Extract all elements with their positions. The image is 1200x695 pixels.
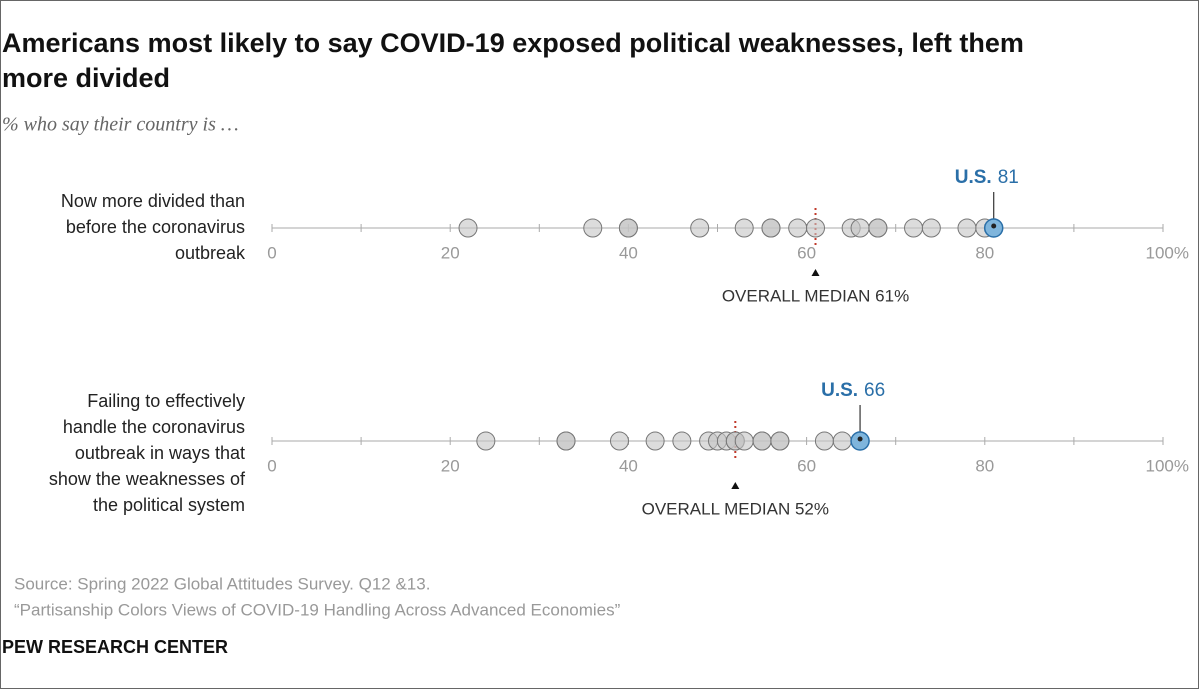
country-dot — [690, 218, 710, 238]
x-tick-label: 80 — [975, 456, 994, 475]
subtitle: % who say their country is … — [2, 114, 239, 136]
country-dot — [734, 218, 754, 238]
x-tick-label: 20 — [441, 456, 460, 475]
row-label: Now more divided than — [61, 191, 245, 211]
country-dot — [806, 218, 826, 238]
median-marker — [811, 269, 820, 276]
x-tick-label: 60 — [797, 456, 816, 475]
country-dot — [556, 431, 576, 451]
row-label: outbreak — [175, 243, 246, 263]
highlight-name: U.S. — [955, 167, 992, 188]
note: “Partisanship Colors Views of COVID-19 H… — [14, 600, 621, 619]
country-dot — [645, 431, 665, 451]
median-label: OVERALL MEDIAN 52% — [642, 499, 829, 518]
source: Source: Spring 2022 Global Attitudes Sur… — [14, 574, 430, 593]
country-dot — [957, 218, 977, 238]
highlight-value: 81 — [998, 167, 1019, 188]
country-dot — [761, 218, 781, 238]
x-tick-label: 100% — [1146, 456, 1189, 475]
country-dot — [770, 431, 790, 451]
x-tick-label: 100% — [1146, 243, 1189, 262]
title-line: more divided — [2, 63, 170, 93]
x-tick-label: 60 — [797, 243, 816, 262]
title-line: Americans most likely to say COVID-19 ex… — [2, 28, 1024, 58]
brand: PEW RESEARCH CENTER — [2, 637, 228, 657]
x-tick-label: 80 — [975, 243, 994, 262]
x-tick-label: 40 — [619, 456, 638, 475]
row-label: Failing to effectively — [87, 391, 245, 411]
row-label: the political system — [93, 495, 245, 515]
country-dot — [476, 431, 496, 451]
country-dot — [868, 218, 888, 238]
row-label: before the coronavirus — [66, 217, 245, 237]
country-dot — [583, 218, 603, 238]
country-dot — [832, 431, 852, 451]
x-tick-label: 40 — [619, 243, 638, 262]
x-tick-label: 0 — [267, 456, 276, 475]
country-dot — [904, 218, 924, 238]
country-dot — [921, 218, 941, 238]
x-tick-label: 0 — [267, 243, 276, 262]
country-dot — [672, 431, 692, 451]
row-label: outbreak in ways that — [75, 443, 245, 463]
row-label: show the weaknesses of — [49, 469, 246, 489]
country-dot — [788, 218, 808, 238]
country-dot — [752, 431, 772, 451]
leader-end — [991, 223, 997, 229]
median-marker — [731, 482, 740, 489]
median-label: OVERALL MEDIAN 61% — [722, 286, 909, 305]
x-tick-label: 20 — [441, 243, 460, 262]
country-dot — [850, 218, 870, 238]
country-dot — [814, 431, 834, 451]
leader-end — [857, 436, 863, 442]
country-dot — [734, 431, 754, 451]
country-dot — [458, 218, 478, 238]
highlight-name: U.S. — [821, 380, 858, 401]
row-label: handle the coronavirus — [63, 417, 245, 437]
country-dot — [609, 431, 629, 451]
country-dot — [618, 218, 638, 238]
highlight-value: 66 — [864, 380, 885, 401]
